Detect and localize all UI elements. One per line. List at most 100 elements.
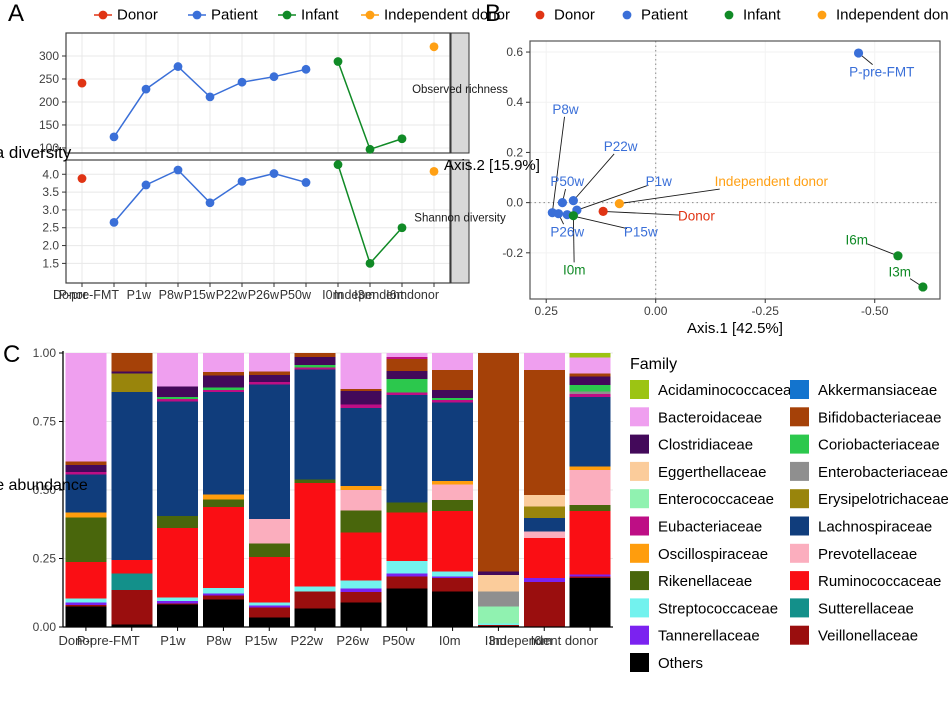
panel-b-xlabel: Axis.1 [42.5%]	[687, 320, 783, 337]
bar-segment-Veillonellaceae	[432, 578, 474, 592]
bar-segment-Bacteroidaceae	[340, 353, 382, 390]
label-segment-P22w	[573, 153, 615, 201]
family-legend-item-Ruminococcaceae: Ruminococcaceae	[790, 571, 941, 591]
legend-dot-donor	[535, 10, 545, 20]
x-cat-label: P8w	[159, 288, 184, 302]
facet-border	[65, 32, 451, 154]
label-segment-P8w	[551, 116, 565, 213]
bar-segment-Eubacteriaceae	[340, 404, 382, 408]
facet-border	[65, 159, 451, 284]
facet-strip-label: Shannon diversity	[414, 213, 506, 225]
panel-b-point-label-Donor: Donor	[678, 209, 715, 224]
bar-segment-Others	[432, 591, 474, 627]
panel-b-point-I6m	[893, 251, 903, 261]
panel-b-point-P26w	[553, 209, 564, 219]
family-legend-item-Streptococcaceae: Streptococcaceae	[630, 598, 778, 618]
facet-strip-label: Observed richness	[412, 84, 508, 96]
bar-segment-Clostridiaceae	[569, 376, 611, 386]
bar-P50w	[386, 353, 428, 627]
bar-segment-Eggerthellaceae	[477, 574, 519, 592]
x-cat-label: I0m	[439, 633, 461, 648]
legend-label-patient: Patient	[211, 7, 259, 24]
bar-segment-Streptococcaceae	[477, 623, 519, 625]
bar-segment-Ruminococcaceae	[202, 506, 244, 589]
x-cat-label: P8w	[206, 633, 232, 648]
panel-b-point-I3m	[918, 282, 928, 292]
legend-label-independent: Independent donor	[384, 7, 510, 24]
x-cat-label: P50w	[280, 288, 312, 302]
series-point-patient	[109, 132, 119, 142]
legend-label-independent: Independent donor	[836, 7, 948, 24]
x-cat-label: P-pre-FMT	[59, 288, 120, 302]
bar-segment-Tannerellaceae	[65, 602, 107, 605]
family-legend-swatch-Enterobacteriaceae	[790, 461, 809, 481]
x-cat-label: Independent donor	[334, 288, 439, 302]
bar-segment-Rikenellaceae	[202, 499, 244, 507]
panel-b-point-Donor	[598, 206, 608, 217]
family-legend-item-Eubacteriaceae: Eubacteriaceae	[630, 516, 762, 536]
panel-a-letter: A	[8, 0, 25, 27]
series-point-patient	[301, 178, 311, 187]
family-legend-swatch-Lachnospiraceae	[790, 516, 809, 536]
bar-segment-Bifidobacteriaceae	[248, 371, 290, 375]
series-point-infant	[365, 144, 375, 154]
bar-segment-Eggerthellaceae	[523, 494, 565, 507]
bar-segment-Sutterellaceae	[111, 573, 153, 591]
bar-segment-Enterococcaceae	[477, 606, 519, 624]
label-segment-Donor	[603, 210, 680, 216]
panel-c-letter: C	[3, 341, 21, 368]
bar-segment-Oscillospiraceae	[340, 485, 382, 490]
bar-segment-Coriobacteriaceae	[386, 378, 428, 393]
bar-segment-Lachnospiraceae	[432, 402, 474, 481]
family-legend-swatch-Sutterellaceae	[790, 598, 809, 618]
panel-b-point-I0m	[568, 211, 578, 221]
panel-b: Donor Patient Infant Independent donor 0.6 0.…	[444, 7, 948, 338]
family-legend-label-Eggerthellaceae: Eggerthellaceae	[658, 464, 766, 481]
family-legend-label-Ruminococcaceae: Ruminococcaceae	[818, 573, 941, 590]
family-legend-item-Prevotellaceae: Prevotellaceae	[790, 543, 917, 563]
bar-segment-Streptococcaceae	[432, 571, 474, 577]
family-legend-label-Tannerellaceae: Tannerellaceae	[658, 628, 760, 645]
family-legend-item-Rikenellaceae: Rikenellaceae	[630, 571, 752, 591]
x-cat-label: P26w	[336, 633, 369, 648]
bar-segment-Streptococcaceae	[294, 586, 336, 592]
x-cat-label: P22w	[291, 633, 324, 648]
bar-segment-Eubacteriaceae	[65, 471, 107, 475]
family-legend-title: Family	[630, 356, 677, 373]
bar-segment-Bifidobacteriaceae	[432, 369, 474, 390]
bar-segment-Clostridiaceae	[340, 390, 382, 405]
bar-segment-Coriobacteriaceae	[569, 385, 611, 392]
bar-segment-Lachnospiraceae	[294, 369, 336, 480]
panel-a-facet-1: 1.5 2.0 2.5 3.0 3.5 4.0 Shannon diversity	[42, 159, 506, 284]
bar-segment-Lachnospiraceae	[65, 474, 107, 513]
bar-segment-Rikenellaceae	[157, 516, 199, 528]
y-tick-label: 0.4	[506, 95, 523, 109]
legend-dot-infant	[282, 10, 292, 20]
bar-P22w	[294, 353, 336, 627]
bar-I0m	[432, 353, 474, 627]
bar-segment-Rikenellaceae	[432, 499, 474, 512]
bar-segment-Tannerellaceae	[432, 576, 474, 579]
family-legend-item-Oscillospiraceae: Oscillospiraceae	[630, 543, 768, 563]
bar-I6m	[523, 353, 565, 627]
family-legend-label-Oscillospiraceae: Oscillospiraceae	[658, 546, 768, 563]
family-legend-label-Streptococcaceae: Streptococcaceae	[658, 600, 778, 617]
panel-a-facet-0: 100 150 200 250 300 Observed richness	[39, 32, 508, 155]
legend-item-independent: Independent donor	[817, 7, 948, 24]
bar-segment-Rikenellaceae	[569, 505, 611, 512]
bar-segment-Tannerellaceae	[157, 601, 199, 604]
family-legend-swatch-Bifidobacteriaceae	[790, 407, 809, 427]
legend-item-independent: Independent donor	[361, 7, 510, 24]
bar-segment-Bifidobacteriaceae	[569, 373, 611, 377]
family-legend-swatch-Others	[630, 653, 649, 672]
legend-label-infant: Infant	[301, 7, 339, 24]
bar-segment-Bifidobacteriaceae	[294, 353, 336, 358]
panel-b-point-label-P22w: P22w	[604, 139, 638, 154]
x-cat-label: P15w	[184, 288, 216, 302]
bar-segment-Prevotellaceae	[432, 484, 474, 500]
bar-segment-Bifidobacteriaceae	[523, 369, 565, 495]
family-legend-item-Bacteroidaceae: Bacteroidaceae	[630, 407, 762, 427]
bar-segment-Bifidobacteriaceae	[340, 389, 382, 391]
family-legend-swatch-Enterococcaceae	[630, 489, 649, 509]
